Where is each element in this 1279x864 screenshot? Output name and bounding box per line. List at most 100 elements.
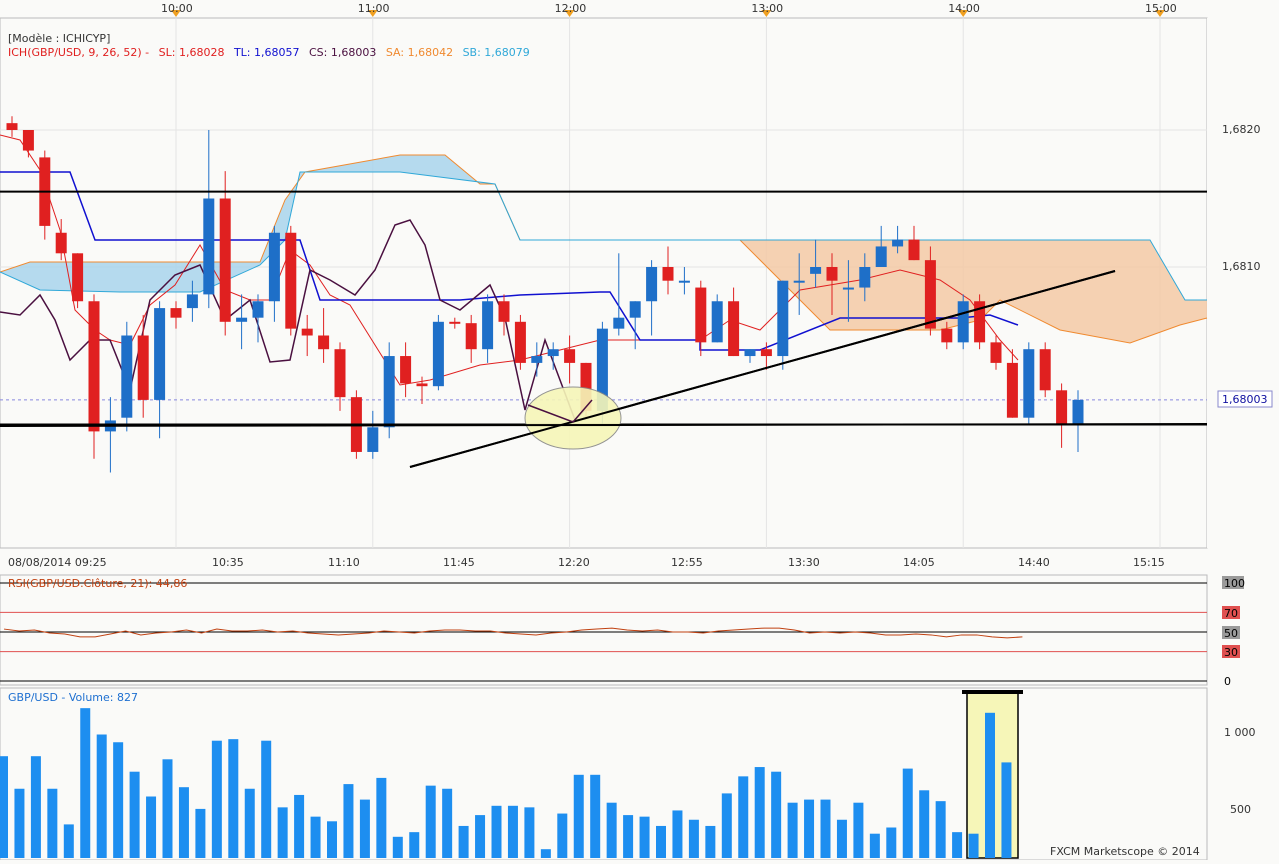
volume-bar [327, 821, 337, 858]
candle-body [744, 349, 756, 357]
volume-bar [228, 739, 239, 858]
time-axis-label: 08/08/2014 09:25 [8, 556, 107, 569]
candle-body [777, 280, 789, 357]
volume-bar [804, 799, 815, 858]
candle-body [88, 301, 100, 432]
highlight-ellipse [524, 386, 622, 450]
candle-body [285, 232, 297, 329]
top-time-ruler: 10:00 11:00 12:00 13:00 14:00 15:00 [161, 2, 1177, 17]
candle-body [596, 328, 608, 411]
candle-body [219, 198, 231, 322]
time-axis-label: 12:20 [558, 556, 590, 569]
volume-bar [376, 777, 387, 858]
top-time-marker [367, 10, 378, 17]
volume-bar [392, 836, 403, 858]
ichimoku-legend: ICH(GBP/USD, 9, 26, 52) - SL: 1,68028 TL… [8, 46, 530, 59]
candle-body [383, 356, 395, 428]
volume-bar [277, 807, 288, 858]
time-axis-label: 15:15 [1133, 556, 1165, 569]
footer-credit: FXCM Marketscope © 2014 [1050, 845, 1200, 858]
candle-body [72, 253, 84, 302]
volume-bar [507, 805, 518, 858]
volume-bar [705, 825, 716, 858]
rsi-title: RSI(GBP/USD.Clôture, 21): 44,86 [8, 577, 187, 590]
volume-bar [491, 805, 502, 858]
candle-body [301, 328, 313, 336]
volume-bar [80, 708, 91, 858]
ichimoku-sa: SA: 1,68042 [386, 46, 453, 59]
ichimoku-tl: TL: 1,68057 [233, 46, 300, 59]
volume-bar [475, 815, 486, 858]
volume-bar [178, 787, 189, 858]
volume-bar [409, 832, 420, 858]
chikou-span-line [0, 219, 591, 422]
volume-bar [211, 740, 222, 858]
cloud-bearish [495, 184, 1207, 343]
volume-bar [129, 771, 140, 858]
model-label: [Modèle : ICHICYP] [8, 32, 110, 45]
candle-body [924, 260, 936, 329]
volume-bar [935, 801, 946, 858]
volume-bar [540, 849, 551, 858]
current-price-box [1217, 390, 1273, 408]
candle-body [990, 342, 1002, 363]
top-time-marker [1155, 10, 1165, 17]
volume-bar [442, 788, 453, 858]
candle-body [1072, 399, 1084, 425]
rsi-level-70: 70 [1224, 607, 1238, 620]
volume-bar [557, 813, 568, 858]
volume-bar [343, 784, 354, 858]
volume-bar [738, 776, 749, 858]
rsi-level-50-box [1222, 626, 1240, 639]
volume-bar [985, 712, 995, 858]
candle-body [842, 287, 854, 290]
volume-bar [244, 788, 255, 858]
candle-body [22, 130, 34, 151]
candle-body [1039, 349, 1051, 391]
candle-body [400, 356, 412, 384]
volume-bar [47, 788, 58, 858]
volume-bar [952, 832, 963, 858]
volume-bar [754, 767, 765, 858]
candle-body [859, 267, 871, 288]
time-axis-label: 12:55 [671, 556, 703, 569]
volume-bar [63, 824, 74, 858]
volume-bar [14, 788, 25, 858]
kijun-sen-line [0, 171, 1019, 351]
price-tick-2: 1,6810 [1222, 260, 1261, 273]
top-time-label: 12:00 [555, 2, 587, 15]
volume-bar [869, 833, 880, 858]
volume-bar [656, 825, 666, 858]
top-time-label: 10:00 [161, 2, 193, 15]
candle-body [810, 267, 822, 274]
volume-bar [146, 796, 157, 858]
candle-body [170, 308, 182, 318]
candle-body [236, 317, 248, 322]
volume-bar [96, 734, 107, 858]
candle-body [498, 301, 510, 322]
candle-body [6, 123, 18, 130]
candle-body [711, 301, 723, 343]
volume-bar [639, 816, 650, 858]
candle-body [580, 362, 592, 411]
volume-bar [0, 756, 8, 858]
top-time-marker [958, 10, 969, 17]
volume-bar [425, 785, 436, 858]
candle-body [728, 301, 740, 357]
top-time-marker [564, 10, 575, 17]
rsi-panel [0, 574, 1208, 686]
support-overlay [0, 423, 1208, 427]
rsi-level-100-box [1222, 576, 1244, 589]
price-tick-1: 1,6820 [1222, 123, 1261, 136]
current-price-label: 1,68003 [1222, 393, 1268, 406]
volume-bar [573, 774, 584, 858]
candle-body [793, 280, 805, 283]
candle-body [1056, 390, 1068, 425]
candle-body [121, 335, 133, 418]
candle-body [367, 427, 379, 452]
volume-tick-500: 500 [1230, 803, 1251, 816]
time-axis-label: 10:35 [212, 556, 244, 569]
volume-bar [458, 825, 469, 858]
